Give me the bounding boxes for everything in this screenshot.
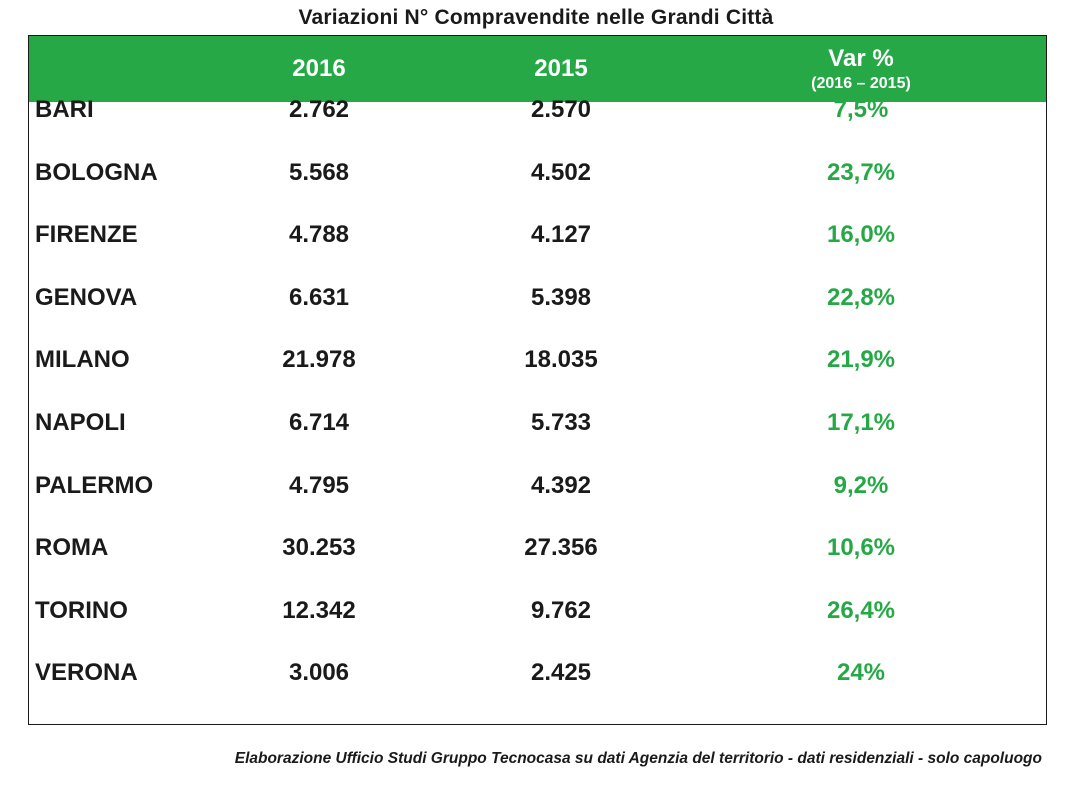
- value-2016-cell: 5.568: [288, 158, 350, 186]
- value-2015-cell: 4.392: [530, 471, 592, 499]
- header-2015-label: 2015: [534, 55, 588, 82]
- variation-cell: 24%: [836, 659, 886, 687]
- value-2015-cell: 4.502: [530, 158, 592, 186]
- city-cell: PALERMO: [35, 471, 154, 499]
- city-cell: BOLOGNA: [35, 158, 158, 186]
- table-row: TORINO 12.342 9.762 26,4%: [29, 597, 1046, 666]
- value-2016-cell: 12.342: [282, 596, 356, 624]
- table-header: 2016 2015 Var % (2016 – 2015): [29, 36, 1046, 102]
- source-note: Elaborazione Ufficio Studi Gruppo Tecnoc…: [234, 750, 1042, 767]
- city-cell: FIRENZE: [35, 221, 138, 249]
- header-var: Var % (2016 – 2015): [771, 36, 951, 102]
- value-2016-cell: 6.631: [288, 283, 350, 311]
- variation-cell: 16,0%: [826, 221, 896, 249]
- data-table: 2016 2015 Var % (2016 – 2015) BARI 2.762…: [28, 35, 1047, 725]
- table-row: PALERMO 4.795 4.392 9,2%: [29, 472, 1046, 541]
- variation-cell: 9,2%: [833, 471, 889, 499]
- table-row: BARI 2.762 2.570 7,5%: [29, 96, 1046, 165]
- value-2016-cell: 4.795: [288, 471, 350, 499]
- table-row: GENOVA 6.631 5.398 22,8%: [29, 284, 1046, 353]
- header-var-label: Var %: [828, 45, 894, 72]
- value-2016-cell: 2.762: [288, 96, 350, 123]
- value-2016-cell: 3.006: [288, 659, 350, 687]
- value-2015-cell: 18.035: [524, 346, 598, 374]
- table-row: ROMA 30.253 27.356 10,6%: [29, 534, 1046, 603]
- city-cell: GENOVA: [35, 283, 138, 311]
- variation-cell: 10,6%: [826, 534, 896, 562]
- table-row: FIRENZE 4.788 4.127 16,0%: [29, 221, 1046, 290]
- city-cell: NAPOLI: [35, 408, 126, 436]
- value-2015-cell: 5.398: [530, 283, 592, 311]
- value-2016-cell: 30.253: [282, 534, 356, 562]
- page-title: Variazioni N° Compravendite nelle Grandi…: [298, 6, 774, 29]
- header-var-sublabel: (2016 – 2015): [811, 75, 911, 92]
- value-2015-cell: 2.570: [530, 96, 592, 123]
- variation-cell: 7,5%: [833, 96, 889, 123]
- header-2016: 2016: [259, 36, 379, 102]
- table-body: BARI 2.762 2.570 7,5% BOLOGNA 5.568 4.50…: [29, 96, 1046, 728]
- header-2015: 2015: [501, 36, 621, 102]
- value-2015-cell: 2.425: [530, 659, 592, 687]
- variation-cell: 21,9%: [826, 346, 896, 374]
- city-cell: MILANO: [35, 346, 130, 374]
- variation-cell: 26,4%: [826, 596, 896, 624]
- value-2016-cell: 4.788: [288, 221, 350, 249]
- table-row: MILANO 21.978 18.035 21,9%: [29, 346, 1046, 415]
- header-2016-label: 2016: [292, 55, 346, 82]
- value-2015-cell: 9.762: [530, 596, 592, 624]
- value-2016-cell: 6.714: [288, 408, 350, 436]
- value-2015-cell: 27.356: [524, 534, 598, 562]
- value-2015-cell: 5.733: [530, 408, 592, 436]
- city-cell: BARI: [35, 96, 94, 123]
- city-cell: TORINO: [35, 596, 128, 624]
- city-cell: ROMA: [35, 534, 109, 562]
- value-2015-cell: 4.127: [530, 221, 592, 249]
- table-row: VERONA 3.006 2.425 24%: [29, 659, 1046, 728]
- variation-cell: 17,1%: [826, 408, 896, 436]
- variation-cell: 22,8%: [826, 283, 896, 311]
- variation-cell: 23,7%: [826, 158, 896, 186]
- value-2016-cell: 21.978: [282, 346, 356, 374]
- table-row: NAPOLI 6.714 5.733 17,1%: [29, 409, 1046, 478]
- city-cell: VERONA: [35, 659, 138, 687]
- table-row: BOLOGNA 5.568 4.502 23,7%: [29, 159, 1046, 228]
